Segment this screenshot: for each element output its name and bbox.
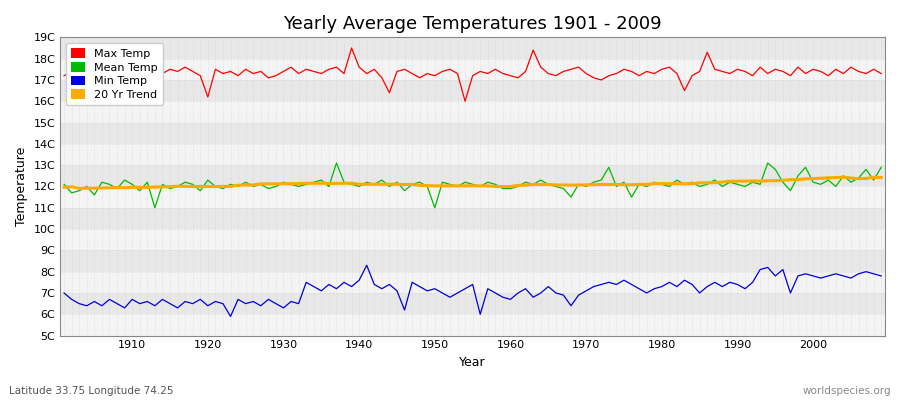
Bar: [60, 272, 885, 293]
Text: worldspecies.org: worldspecies.org: [803, 386, 891, 396]
Bar: [60, 314, 885, 336]
Y-axis label: Temperature: Temperature: [15, 147, 28, 226]
Bar: [60, 186, 885, 208]
Legend: Max Temp, Mean Temp, Min Temp, 20 Yr Trend: Max Temp, Mean Temp, Min Temp, 20 Yr Tre…: [66, 43, 163, 106]
Title: Yearly Average Temperatures 1901 - 2009: Yearly Average Temperatures 1901 - 2009: [284, 15, 662, 33]
Text: Latitude 33.75 Longitude 74.25: Latitude 33.75 Longitude 74.25: [9, 386, 174, 396]
Bar: [60, 229, 885, 250]
Bar: [60, 144, 885, 165]
X-axis label: Year: Year: [459, 356, 486, 369]
Bar: [60, 101, 885, 122]
Bar: [60, 59, 885, 80]
